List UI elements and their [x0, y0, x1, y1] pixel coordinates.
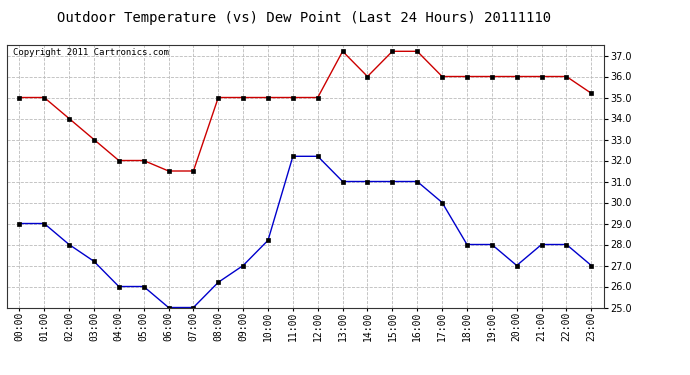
Text: Copyright 2011 Cartronics.com: Copyright 2011 Cartronics.com: [13, 48, 169, 57]
Text: Outdoor Temperature (vs) Dew Point (Last 24 Hours) 20111110: Outdoor Temperature (vs) Dew Point (Last…: [57, 11, 551, 25]
